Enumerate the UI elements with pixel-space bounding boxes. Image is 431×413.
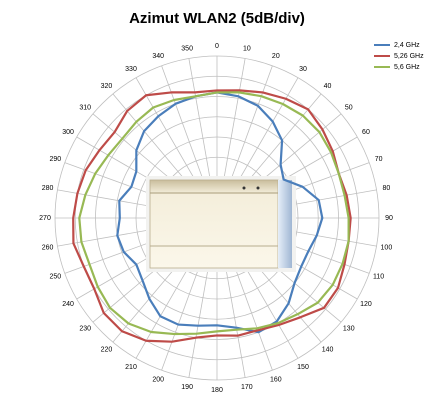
angle-label: 10 — [243, 45, 251, 52]
angle-label: 60 — [362, 129, 370, 136]
angle-label: 180 — [211, 387, 223, 394]
angle-label: 0 — [215, 43, 219, 50]
angle-label: 240 — [62, 301, 74, 308]
angle-label: 230 — [79, 325, 91, 332]
device-photo — [146, 176, 296, 272]
angle-label: 190 — [181, 384, 193, 391]
angle-label: 310 — [79, 104, 91, 111]
angle-label: 210 — [125, 364, 137, 371]
chart-title: Azimut WLAN2 (5dB/div) — [129, 10, 305, 27]
legend: 2,4 GHz 5,26 GHz 5,6 GHz — [374, 42, 424, 71]
angle-label: 200 — [152, 376, 164, 383]
angle-label: 350 — [181, 45, 193, 52]
angle-label: 330 — [125, 66, 137, 73]
series-line — [72, 89, 352, 343]
legend-label: 5,6 GHz — [394, 64, 420, 71]
legend-label: 5,26 GHz — [394, 53, 424, 60]
angle-label: 160 — [270, 376, 282, 383]
angle-label: 70 — [375, 156, 383, 163]
angle-label: 140 — [322, 347, 334, 354]
angle-label: 90 — [385, 215, 393, 222]
angle-label: 40 — [324, 83, 332, 90]
angle-label: 270 — [39, 215, 51, 222]
angle-label: 30 — [299, 66, 307, 73]
angle-label: 170 — [241, 384, 253, 391]
series-line — [78, 91, 350, 336]
angle-label: 20 — [272, 53, 280, 60]
angle-label: 80 — [382, 185, 390, 192]
angle-label: 300 — [62, 129, 74, 136]
angle-label: 150 — [297, 364, 309, 371]
angle-label: 50 — [345, 104, 353, 111]
angle-label: 320 — [101, 83, 113, 90]
angle-label: 250 — [50, 274, 62, 281]
legend-label: 2,4 GHz — [394, 42, 420, 49]
angle-label: 220 — [101, 347, 113, 354]
angle-label: 100 — [381, 245, 393, 252]
angle-label: 260 — [42, 245, 54, 252]
angle-label: 290 — [50, 156, 62, 163]
angle-label: 280 — [42, 185, 54, 192]
angle-label: 110 — [373, 274, 384, 281]
plot-area — [72, 89, 352, 343]
angle-label: 120 — [360, 301, 372, 308]
series-line — [116, 91, 324, 334]
angle-label: 340 — [152, 53, 164, 60]
angle-label: 130 — [343, 325, 355, 332]
